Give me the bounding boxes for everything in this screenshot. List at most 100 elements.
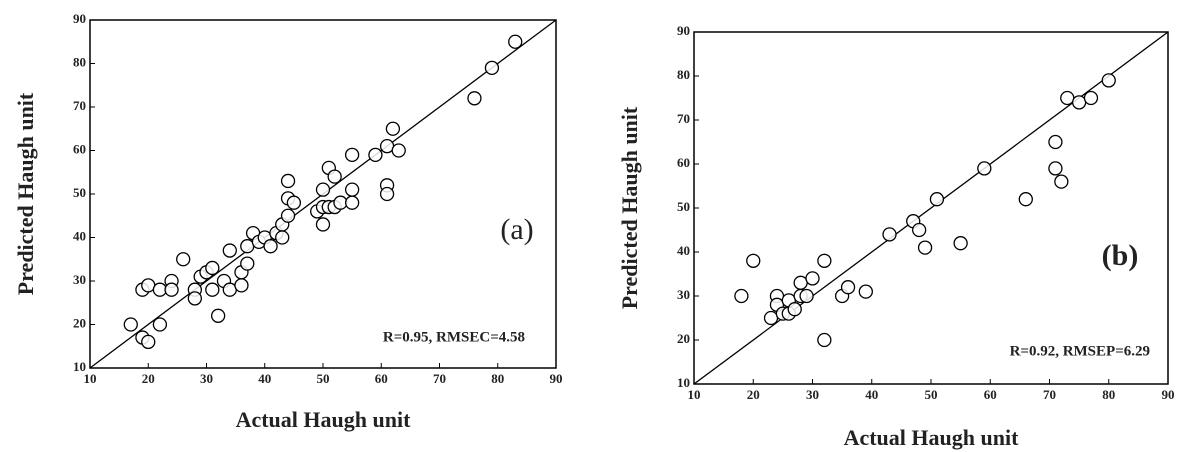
y-tick-label: 10 — [73, 359, 86, 374]
annotation: (a) — [500, 213, 533, 246]
point — [210, 308, 226, 323]
point — [379, 186, 395, 202]
y-tick-label: 30 — [73, 272, 86, 287]
point — [240, 256, 255, 271]
x-tick-label: 20 — [142, 371, 155, 386]
point — [141, 334, 156, 350]
y-tick-label: 30 — [677, 287, 690, 302]
point — [152, 317, 168, 332]
y-tick-label: 40 — [73, 228, 86, 243]
annotation: R=0.92, RMSEP=6.29 — [1010, 343, 1150, 359]
point — [327, 169, 342, 184]
point — [912, 222, 927, 238]
point — [1083, 90, 1099, 106]
point — [164, 282, 179, 297]
point — [467, 91, 482, 106]
point — [385, 121, 401, 136]
x-tick-label: 70 — [1043, 387, 1056, 402]
point — [280, 173, 296, 189]
point — [123, 317, 138, 332]
annotation: (b) — [1102, 239, 1139, 272]
y-tick-label: 90 — [73, 11, 86, 26]
point — [817, 332, 832, 348]
point — [1018, 192, 1033, 207]
y-tick-label: 40 — [677, 243, 690, 258]
x-tick-label: 40 — [865, 387, 878, 402]
y-axis-label: Predicted Haugh unit — [617, 106, 642, 309]
y-tick-label: 50 — [677, 199, 690, 214]
point — [953, 236, 968, 251]
y-tick-label: 50 — [73, 185, 86, 200]
x-tick-label: 50 — [925, 387, 938, 402]
x-tick-label: 10 — [688, 387, 701, 402]
point — [315, 217, 331, 232]
point — [787, 302, 802, 317]
point — [176, 252, 191, 267]
point — [929, 192, 945, 207]
point — [746, 253, 761, 268]
point — [280, 208, 296, 223]
point — [977, 161, 992, 176]
y-tick-label: 20 — [73, 315, 86, 330]
x-tick-label: 50 — [317, 371, 330, 386]
y-tick-label: 70 — [73, 98, 86, 113]
y-tick-label: 60 — [73, 141, 86, 156]
point — [187, 291, 203, 306]
x-axis-label: Actual Haugh unit — [236, 407, 411, 432]
point — [205, 282, 220, 297]
reference-line — [693, 31, 1169, 385]
y-axis-label: Predicted Haugh unit — [13, 92, 38, 295]
point — [263, 239, 278, 254]
x-tick-label: 90 — [1162, 387, 1175, 402]
point — [391, 143, 406, 158]
point — [344, 147, 360, 163]
x-tick-label: 80 — [491, 371, 504, 386]
y-tick-label: 10 — [677, 375, 690, 390]
point — [368, 147, 383, 163]
point — [917, 240, 933, 255]
point — [344, 182, 360, 197]
y-tick-label: 80 — [677, 67, 690, 82]
y-tick-label: 20 — [677, 331, 690, 346]
point — [275, 230, 290, 245]
point — [1101, 73, 1116, 88]
x-tick-label: 80 — [1102, 387, 1115, 402]
point — [205, 260, 220, 276]
x-tick-label: 40 — [258, 371, 271, 386]
point — [234, 278, 249, 293]
x-axis-label: Actual Haugh unit — [844, 425, 1019, 450]
point — [222, 243, 237, 258]
point — [858, 284, 873, 299]
x-tick-label: 30 — [806, 387, 819, 402]
point — [1054, 174, 1069, 189]
point — [344, 195, 360, 210]
x-tick-label: 70 — [433, 371, 446, 386]
point — [315, 182, 331, 197]
point — [484, 60, 500, 75]
x-tick-label: 30 — [200, 371, 213, 386]
y-tick-label: 70 — [677, 111, 690, 126]
x-tick-label: 20 — [747, 387, 760, 402]
point — [1071, 95, 1087, 110]
y-tick-label: 60 — [677, 155, 690, 170]
point — [1060, 90, 1075, 106]
x-tick-label: 60 — [375, 371, 388, 386]
point — [508, 34, 523, 49]
x-tick-label: 60 — [984, 387, 997, 402]
point — [799, 288, 814, 304]
point — [763, 310, 779, 326]
point — [882, 227, 897, 242]
point — [1048, 161, 1063, 176]
point — [793, 275, 808, 290]
y-tick-label: 90 — [677, 23, 690, 38]
point — [805, 271, 820, 286]
point — [1048, 134, 1063, 150]
x-tick-label: 10 — [84, 371, 97, 386]
x-tick-label: 90 — [550, 371, 563, 386]
point — [840, 280, 856, 295]
annotation: R=0.95, RMSEC=4.58 — [383, 329, 525, 345]
point — [286, 195, 302, 210]
point — [817, 253, 832, 268]
